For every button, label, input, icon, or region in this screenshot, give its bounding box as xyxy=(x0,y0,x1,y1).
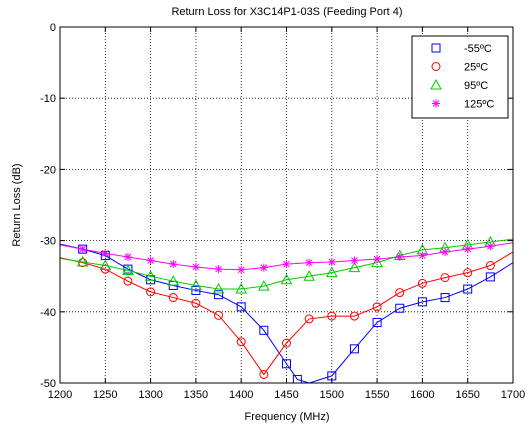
data-point xyxy=(350,256,359,265)
data-point xyxy=(463,284,473,294)
data-point xyxy=(122,264,134,276)
x-tick-label: 1500 xyxy=(320,389,344,401)
x-tick-label: 1400 xyxy=(229,389,253,401)
data-point xyxy=(99,259,112,271)
data-point xyxy=(212,282,225,294)
data-point xyxy=(395,288,405,298)
data-point xyxy=(236,337,246,347)
data-point xyxy=(190,279,202,290)
y-tick-label: 0 xyxy=(50,22,56,34)
data-point xyxy=(372,302,382,312)
data-point xyxy=(214,310,224,320)
data-point xyxy=(144,270,157,281)
chart-title: Return Loss for X3C14P1-03S (Feeding Por… xyxy=(171,6,402,18)
data-point xyxy=(327,311,337,321)
data-point xyxy=(146,287,156,297)
x-tick-label: 1350 xyxy=(184,389,208,401)
x-tick-label: 1300 xyxy=(138,389,162,401)
data-point xyxy=(76,255,89,267)
data-point xyxy=(237,265,246,274)
data-point xyxy=(259,263,268,272)
data-point xyxy=(463,268,473,278)
x-tick-label: 1550 xyxy=(365,389,389,401)
y-tick-label: -40 xyxy=(40,307,56,319)
series-4 xyxy=(60,242,513,274)
legend-marker xyxy=(431,43,441,53)
data-point xyxy=(169,260,178,269)
x-tick-label: 1450 xyxy=(274,389,298,401)
legend-marker xyxy=(430,78,442,90)
x-axis-label: Frequency (MHz) xyxy=(245,411,330,423)
legend-label: 125ºC xyxy=(464,99,494,111)
axis-ticks: 1200 1250 1300 1350 1400 1450 1500 1550 1600 1650… xyxy=(40,22,525,401)
data-point xyxy=(214,290,224,300)
data-point xyxy=(441,247,450,256)
series-layer xyxy=(60,235,513,383)
data-point xyxy=(258,280,270,291)
data-point xyxy=(418,251,427,260)
data-point xyxy=(78,245,87,254)
legend-marker xyxy=(432,99,440,108)
data-point xyxy=(440,293,450,303)
data-point xyxy=(282,260,291,269)
legend-marker xyxy=(431,62,441,71)
data-point xyxy=(485,272,495,282)
x-tick-label: 1600 xyxy=(410,389,434,401)
data-point xyxy=(349,311,359,321)
data-point xyxy=(259,369,269,379)
series-line xyxy=(60,243,513,383)
data-point xyxy=(123,252,132,261)
legend: -55ºC 25ºC 95ºC 125ºC xyxy=(411,35,509,119)
data-point xyxy=(327,257,336,266)
y-tick-label: -10 xyxy=(40,93,56,105)
data-point xyxy=(259,325,269,335)
data-point xyxy=(417,278,427,288)
x-tick-label: 1700 xyxy=(501,389,525,401)
data-point xyxy=(303,270,315,281)
legend-label: 25ºC xyxy=(464,62,488,74)
x-tick-label: 1250 xyxy=(93,389,117,401)
data-point xyxy=(395,252,404,261)
y-tick-label: -50 xyxy=(40,378,56,390)
data-point xyxy=(191,298,201,308)
data-point xyxy=(101,249,110,258)
data-point xyxy=(292,374,302,383)
data-point xyxy=(304,314,314,324)
data-point xyxy=(348,261,361,273)
data-point xyxy=(191,285,201,295)
data-point xyxy=(168,293,178,303)
data-point xyxy=(236,302,246,312)
legend-label: -55ºC xyxy=(464,43,492,55)
data-point xyxy=(280,273,293,285)
series-line xyxy=(60,251,513,376)
data-point xyxy=(486,242,495,251)
data-point xyxy=(395,303,405,313)
legend-label: 95ºC xyxy=(464,80,488,92)
x-tick-label: 1200 xyxy=(48,389,72,401)
series-line xyxy=(60,238,513,290)
data-point xyxy=(214,265,223,274)
x-tick-label: 1650 xyxy=(455,389,479,401)
data-point xyxy=(167,275,180,286)
data-point xyxy=(123,276,133,286)
data-point xyxy=(305,258,314,267)
data-point xyxy=(485,261,495,271)
data-point xyxy=(325,266,338,278)
y-tick-label: -20 xyxy=(40,164,56,176)
data-point xyxy=(463,245,472,254)
data-point xyxy=(349,344,359,354)
data-point xyxy=(235,282,248,294)
legend-box xyxy=(411,35,509,119)
data-point xyxy=(373,255,382,264)
y-axis-label: Return Loss (dB) xyxy=(11,163,23,246)
data-point xyxy=(417,297,427,307)
data-point xyxy=(440,273,450,283)
data-point xyxy=(372,317,382,327)
data-point xyxy=(282,359,291,369)
data-point xyxy=(191,262,200,271)
data-point xyxy=(146,256,155,265)
data-point xyxy=(282,338,291,348)
y-tick-label: -30 xyxy=(40,236,56,248)
